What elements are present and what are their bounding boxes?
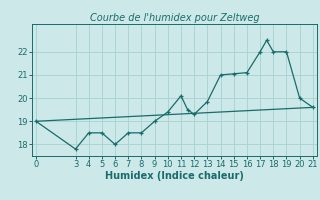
X-axis label: Humidex (Indice chaleur): Humidex (Indice chaleur) <box>105 171 244 181</box>
Title: Courbe de l'humidex pour Zeltweg: Courbe de l'humidex pour Zeltweg <box>90 13 259 23</box>
